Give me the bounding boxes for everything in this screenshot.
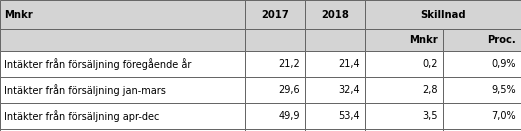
- Bar: [305, 29, 365, 51]
- Bar: [245, 103, 305, 129]
- Text: Mnkr: Mnkr: [410, 35, 438, 45]
- Text: Intäkter från försäljning jan-mars: Intäkter från försäljning jan-mars: [4, 84, 166, 96]
- Bar: [0, 51, 245, 77]
- Text: 53,4: 53,4: [338, 111, 360, 121]
- Text: 0,9%: 0,9%: [491, 59, 516, 69]
- Text: 32,4: 32,4: [338, 85, 360, 95]
- Bar: [305, 0, 365, 29]
- Bar: [365, 77, 443, 103]
- Text: 2017: 2017: [261, 10, 289, 20]
- Text: 7,0%: 7,0%: [491, 111, 516, 121]
- Bar: [245, 29, 305, 51]
- Bar: [245, 0, 305, 29]
- Bar: [443, 29, 521, 51]
- Bar: [305, 77, 365, 103]
- Bar: [365, 0, 521, 29]
- Bar: [0, 129, 245, 131]
- Text: 21,4: 21,4: [338, 59, 360, 69]
- Text: Proc.: Proc.: [487, 35, 516, 45]
- Text: Skillnad: Skillnad: [420, 10, 466, 20]
- Bar: [365, 103, 443, 129]
- Bar: [365, 51, 443, 77]
- Bar: [305, 129, 365, 131]
- Bar: [245, 51, 305, 77]
- Text: 2018: 2018: [321, 10, 349, 20]
- Bar: [0, 0, 245, 29]
- Bar: [0, 77, 245, 103]
- Bar: [365, 129, 443, 131]
- Text: 29,6: 29,6: [278, 85, 300, 95]
- Text: 2,8: 2,8: [423, 85, 438, 95]
- Bar: [305, 51, 365, 77]
- Text: 49,9: 49,9: [279, 111, 300, 121]
- Bar: [245, 129, 305, 131]
- Text: 9,5%: 9,5%: [491, 85, 516, 95]
- Text: Mnkr: Mnkr: [4, 10, 33, 20]
- Text: 3,5: 3,5: [423, 111, 438, 121]
- Bar: [443, 103, 521, 129]
- Bar: [0, 29, 245, 51]
- Bar: [443, 77, 521, 103]
- Text: 0,2: 0,2: [423, 59, 438, 69]
- Bar: [245, 77, 305, 103]
- Text: Intäkter från försäljning föregående år: Intäkter från försäljning föregående år: [4, 58, 191, 70]
- Bar: [365, 29, 443, 51]
- Bar: [305, 103, 365, 129]
- Bar: [0, 103, 245, 129]
- Text: Intäkter från försäljning apr-dec: Intäkter från försäljning apr-dec: [4, 110, 159, 122]
- Bar: [443, 129, 521, 131]
- Text: 21,2: 21,2: [278, 59, 300, 69]
- Bar: [443, 51, 521, 77]
